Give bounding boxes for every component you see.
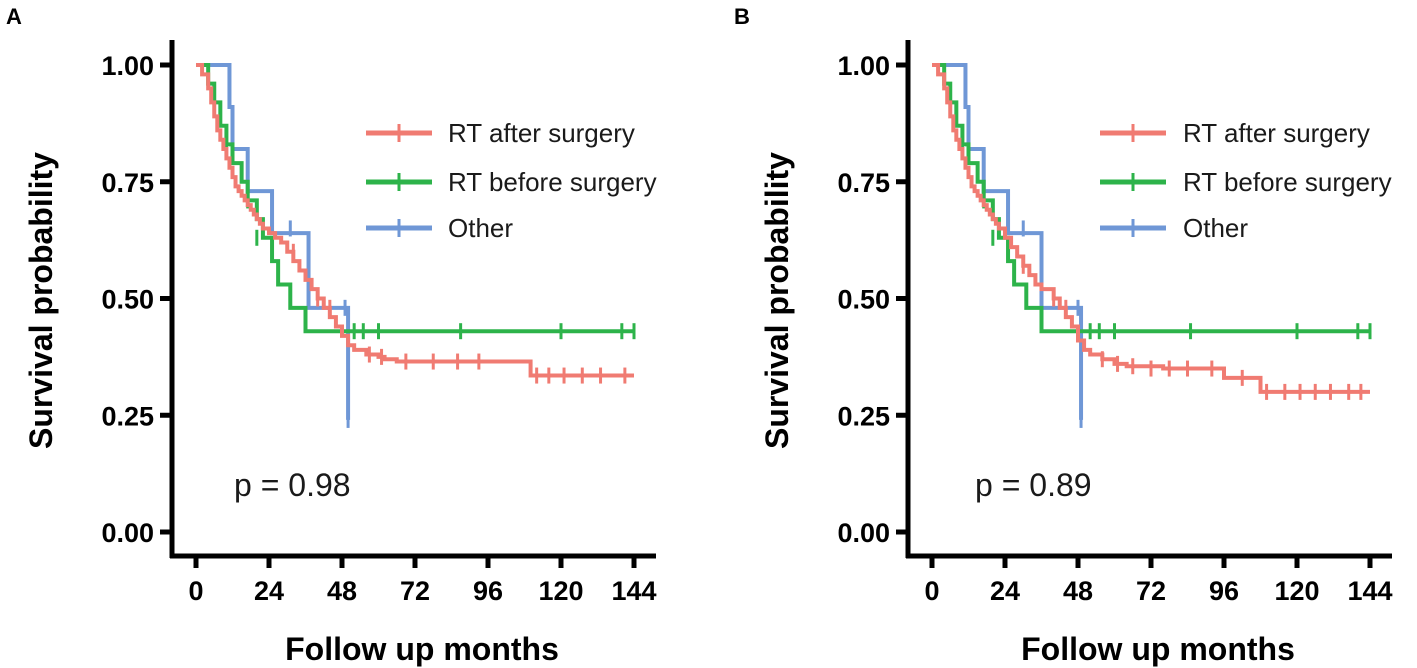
y-tick-label: 0.75 (101, 168, 154, 198)
x-tick-label: 144 (1347, 576, 1392, 606)
legend-label-other: Other (1183, 213, 1248, 243)
x-tick-label: 120 (1274, 576, 1319, 606)
y-tick-label: 0.00 (837, 518, 890, 548)
x-tick-label: 72 (1136, 576, 1166, 606)
x-axis-title: Follow up months (285, 631, 559, 667)
y-tick-label: 0.50 (101, 285, 154, 315)
y-axis-title: Survival probability (759, 152, 795, 449)
x-tick-label: 0 (188, 576, 203, 606)
p-value-annotation: p = 0.98 (234, 467, 351, 503)
x-tick-label: 48 (327, 576, 357, 606)
panel-a: A 0.00 0.25 0.50 0.75 1.00 0 24 48 72 96 120 144 Foll… (6, 4, 657, 667)
km-curve-rt-before-surgery (196, 63, 634, 334)
x-tick-label: 120 (538, 576, 583, 606)
y-tick-label: 1.00 (101, 51, 154, 81)
x-axis-title: Follow up months (1021, 631, 1295, 667)
y-axis-title: Survival probability (23, 152, 59, 449)
x-tick-label: 72 (400, 576, 430, 606)
x-tick-label: 24 (990, 576, 1020, 606)
x-tick-label: 0 (924, 576, 939, 606)
y-tick-label: 1.00 (837, 51, 890, 81)
legend-label-other: Other (448, 213, 513, 243)
panel-letter: B (734, 4, 750, 29)
x-tick-label: 48 (1063, 576, 1093, 606)
km-curve-rt-after-surgery (196, 63, 634, 378)
legend-label-rt-before-surgery: RT before surgery (1183, 167, 1392, 197)
y-tick-label: 0.75 (837, 168, 890, 198)
x-tick-label: 144 (611, 576, 656, 606)
x-tick-label: 24 (254, 576, 284, 606)
km-curve-rt-before-surgery (932, 63, 1370, 334)
km-curve-rt-after-surgery (932, 63, 1370, 394)
legend-label-rt-after-surgery: RT after surgery (1183, 118, 1370, 148)
panel-b: B 0.00 0.25 0.50 0.75 1.00 0 24 48 72 96 120 144 Foll… (734, 4, 1393, 667)
legend-label-rt-after-surgery: RT after surgery (448, 118, 635, 148)
legend-label-rt-before-surgery: RT before surgery (448, 167, 657, 197)
y-tick-label: 0.25 (837, 401, 890, 431)
p-value-annotation: p = 0.89 (975, 467, 1092, 503)
y-tick-label: 0.25 (101, 401, 154, 431)
x-tick-label: 96 (473, 576, 503, 606)
y-tick-label: 0.00 (101, 518, 154, 548)
x-tick-label: 96 (1209, 576, 1239, 606)
y-tick-label: 0.50 (837, 285, 890, 315)
panel-letter: A (6, 4, 22, 29)
